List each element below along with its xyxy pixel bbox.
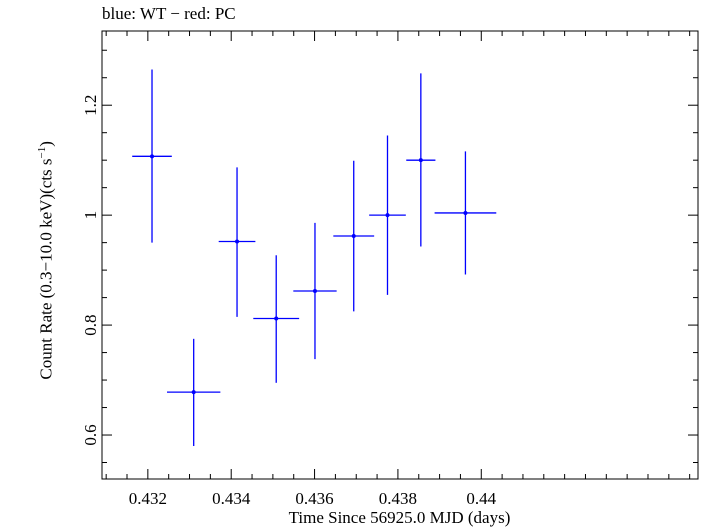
axes: 0.432 0.434 0.436 0.438 0.44 0.6 0.8 1 1.2 <box>81 31 698 508</box>
data-point <box>132 69 172 243</box>
chart-title: blue: WT − red: PC <box>102 4 236 23</box>
x-tick-label: 0.432 <box>129 489 167 508</box>
point-marker <box>463 210 468 215</box>
data-marks <box>132 69 497 447</box>
data-point <box>333 160 375 312</box>
x-tick-label: 0.44 <box>466 489 496 508</box>
data-point <box>167 338 221 447</box>
y-tick-label: 1.2 <box>81 95 100 116</box>
x-tick-label: 0.438 <box>379 489 417 508</box>
data-point <box>253 255 300 383</box>
point-marker <box>312 289 317 294</box>
point-marker <box>150 154 155 159</box>
data-point <box>293 222 337 360</box>
x-axis-label: Time Since 56925.0 MJD (days) <box>288 508 511 527</box>
y-tick-label: 0.6 <box>81 424 100 445</box>
data-point <box>369 135 406 295</box>
data-point <box>434 151 497 275</box>
x-tick-label: 0.434 <box>212 489 251 508</box>
y-axis-label-end: ) <box>36 140 56 147</box>
point-marker <box>385 213 390 218</box>
y-tick-label: 1 <box>81 211 100 220</box>
point-marker <box>274 316 279 321</box>
x-tick-label: 0.436 <box>295 489 333 508</box>
point-marker <box>235 239 240 244</box>
plot-frame <box>101 30 699 480</box>
y-axis-label-main: Count Rate (0.3−10.0 keV)(cts s <box>36 157 56 380</box>
point-marker <box>418 158 423 163</box>
y-axis-label-superscript: −1 <box>35 146 48 158</box>
point-marker <box>351 234 356 239</box>
data-point <box>218 167 256 317</box>
point-marker <box>191 390 196 395</box>
y-tick-label: 0.8 <box>81 314 100 335</box>
data-point <box>406 73 436 247</box>
y-axis-label: Count Rate (0.3−10.0 keV)(cts s−1) <box>35 141 56 380</box>
